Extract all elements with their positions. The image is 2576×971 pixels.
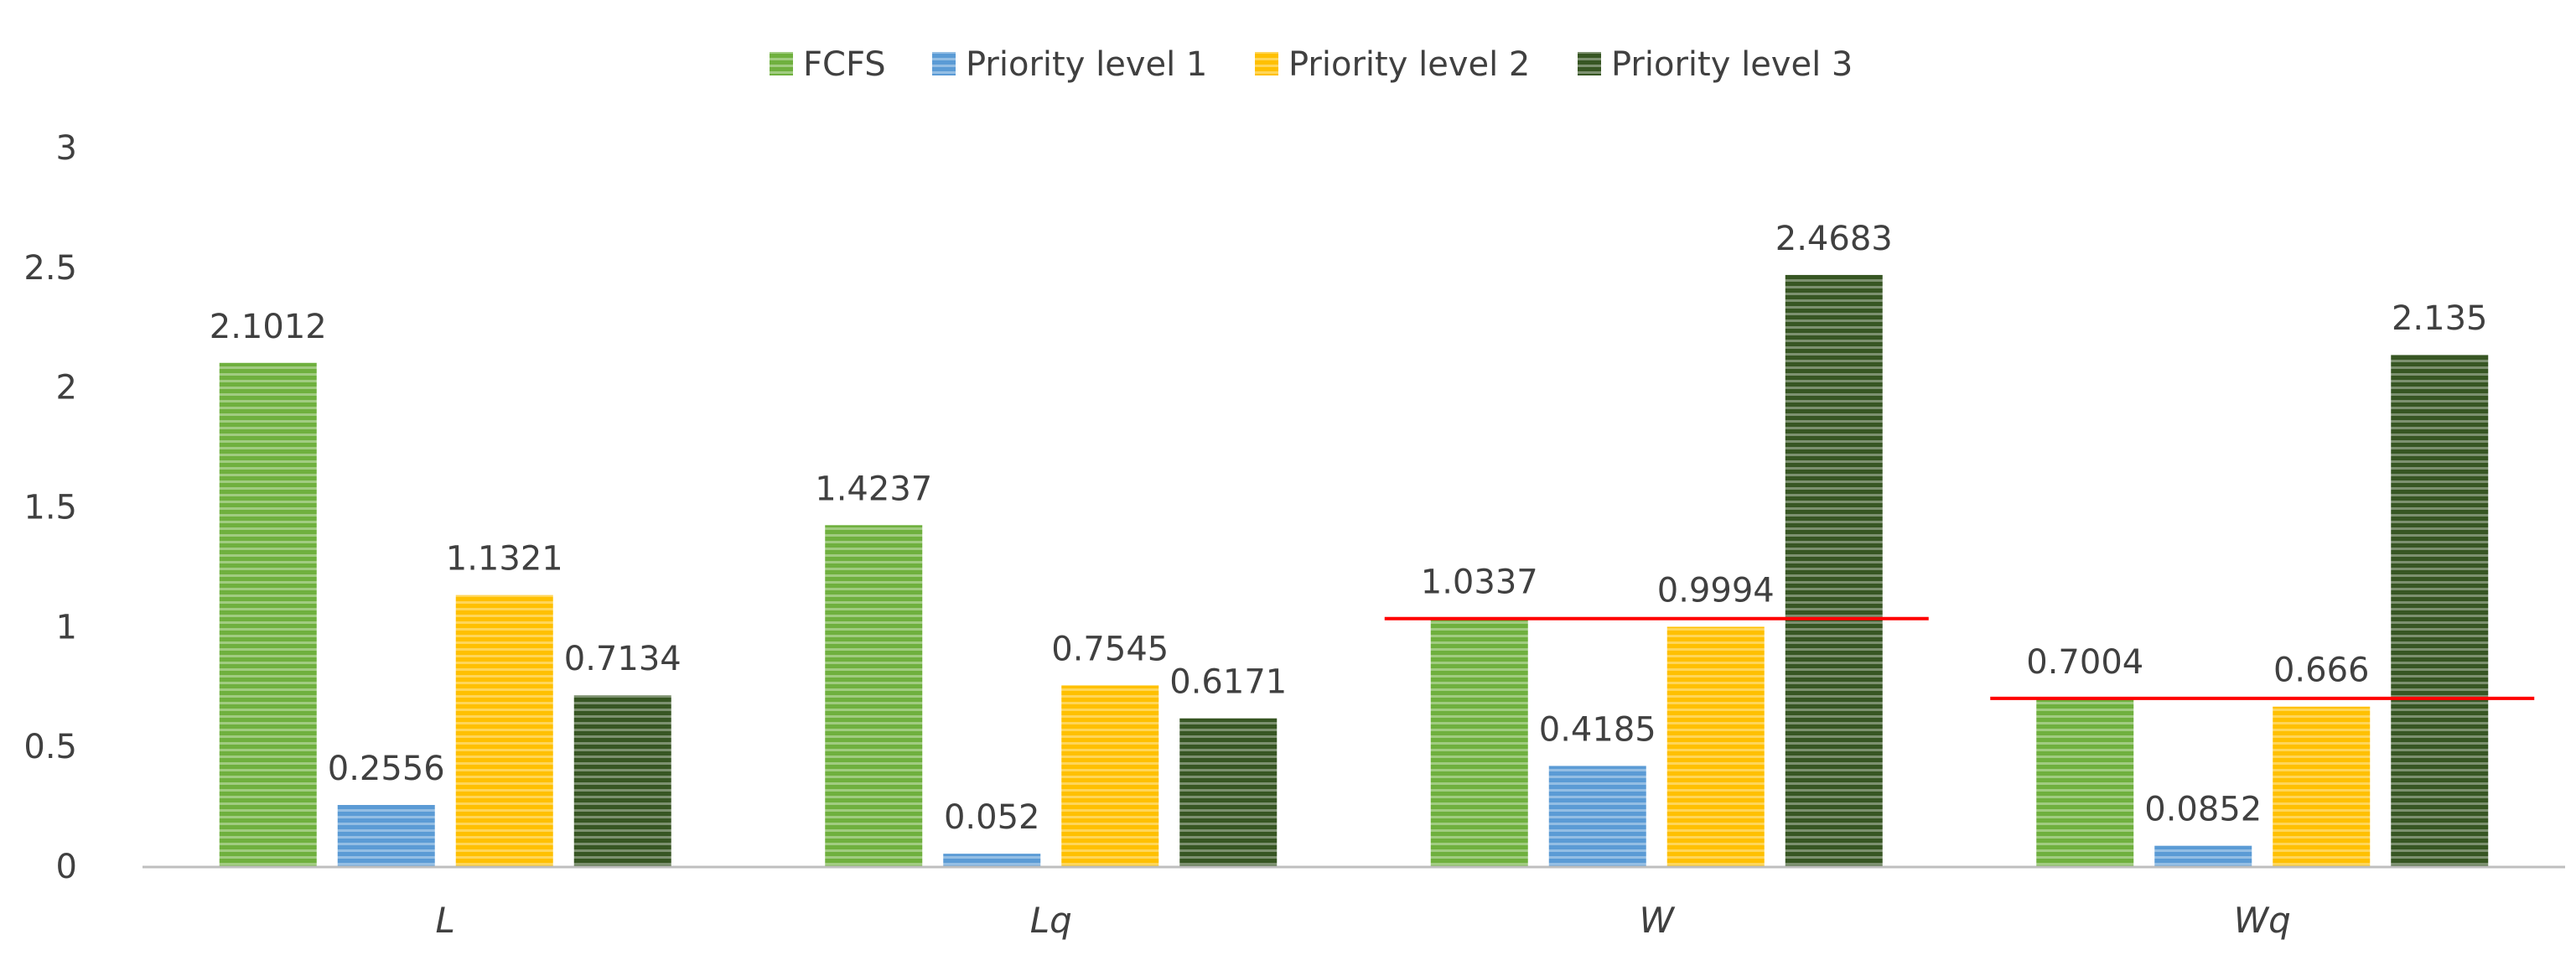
y-tick-label: 1.5 bbox=[23, 489, 77, 527]
legend-swatch bbox=[770, 52, 793, 75]
x-tick-label: Lq bbox=[1030, 900, 1072, 941]
y-tick-label: 0 bbox=[56, 848, 77, 886]
x-axis: L Lq W Wq bbox=[143, 865, 2565, 941]
bar bbox=[573, 695, 671, 866]
legend-label: FCFS bbox=[803, 45, 886, 84]
bar bbox=[2036, 698, 2134, 866]
y-tick-label: 1 bbox=[56, 608, 77, 646]
legend-item: Priority level 1 bbox=[932, 45, 1207, 84]
data-label: 2.4683 bbox=[1775, 220, 1893, 258]
data-label: 0.4185 bbox=[1539, 710, 1656, 749]
bar bbox=[825, 525, 923, 866]
reference-lines bbox=[1384, 616, 2535, 700]
data-label: 1.0337 bbox=[1421, 563, 1538, 602]
bar bbox=[1548, 766, 1646, 866]
legend-label: Priority level 2 bbox=[1288, 45, 1530, 84]
x-tick-label: Wq bbox=[2234, 900, 2291, 941]
bar bbox=[455, 595, 553, 866]
legend-item: Priority level 3 bbox=[1578, 45, 1853, 84]
data-label: 2.1012 bbox=[210, 308, 327, 346]
data-label: 0.052 bbox=[944, 798, 1040, 837]
bar bbox=[2154, 845, 2252, 866]
legend-label: Priority level 1 bbox=[966, 45, 1207, 84]
bar bbox=[1061, 685, 1159, 866]
legend-swatch bbox=[1578, 52, 1601, 75]
data-label: 0.666 bbox=[2273, 652, 2370, 690]
bar bbox=[1666, 626, 1765, 866]
bar bbox=[1179, 718, 1278, 866]
legend-label: Priority level 3 bbox=[1611, 45, 1853, 84]
data-label: 2.135 bbox=[2392, 299, 2488, 338]
data-label: 0.7134 bbox=[564, 640, 682, 678]
y-tick-label: 2 bbox=[56, 369, 77, 408]
data-labels: 2.1012 0.2556 1.1321 0.7134 1.4237 0.052 0.754… bbox=[210, 220, 2488, 837]
data-label: 0.7004 bbox=[2026, 643, 2143, 682]
bars bbox=[219, 274, 2489, 866]
data-label: 0.0852 bbox=[2144, 791, 2262, 829]
data-label: 0.9994 bbox=[1657, 572, 1775, 610]
data-label: 0.6171 bbox=[1169, 663, 1287, 702]
y-tick-label: 0.5 bbox=[23, 728, 77, 766]
bar bbox=[337, 804, 435, 866]
legend: FCFS Priority level 1 Priority level 2 Prio… bbox=[770, 45, 1853, 84]
data-label: 0.7545 bbox=[1051, 630, 1169, 668]
data-label: 1.1321 bbox=[446, 540, 563, 579]
legend-item: FCFS bbox=[770, 45, 886, 84]
data-label: 0.2556 bbox=[328, 750, 445, 788]
bar bbox=[943, 854, 1041, 866]
legend-swatch bbox=[932, 52, 956, 75]
x-tick-label: L bbox=[436, 900, 455, 941]
bar bbox=[2273, 706, 2371, 866]
x-tick-label: W bbox=[1639, 900, 1675, 941]
bar bbox=[2391, 355, 2489, 866]
y-tick-label: 2.5 bbox=[23, 249, 77, 288]
bar bbox=[1430, 618, 1528, 866]
y-axis: 0 0.5 1 1.5 2 2.5 3 bbox=[23, 129, 77, 886]
data-label: 1.4237 bbox=[815, 470, 932, 508]
legend-item: Priority level 2 bbox=[1255, 45, 1530, 84]
bar bbox=[219, 362, 317, 866]
y-tick-label: 3 bbox=[56, 129, 77, 168]
legend-swatch bbox=[1255, 52, 1278, 75]
bar bbox=[1785, 274, 1883, 866]
